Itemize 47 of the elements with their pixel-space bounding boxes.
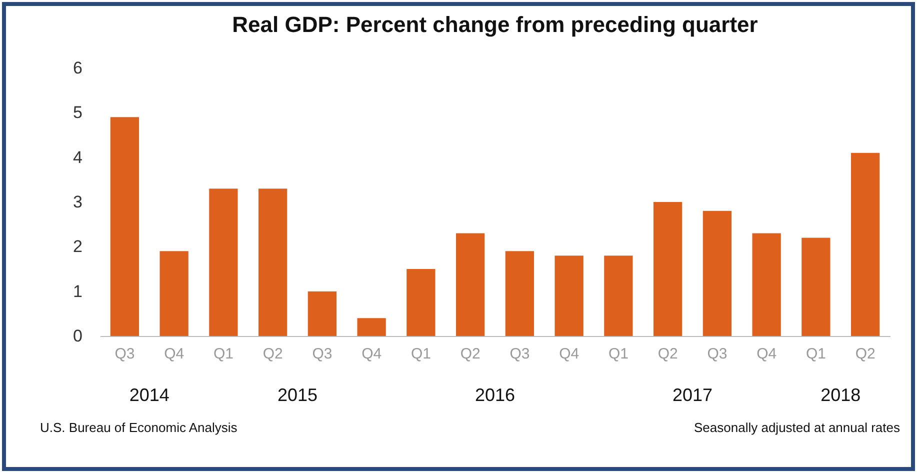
bar [258, 188, 288, 336]
bar [604, 256, 633, 336]
bar [406, 269, 436, 336]
x-tick-label: Q3 [114, 346, 135, 362]
bar [209, 188, 238, 336]
x-tick-label: Q3 [312, 346, 332, 362]
x-tick-label: Q4 [362, 346, 382, 362]
x-tick-label: Q1 [213, 346, 234, 362]
x-tick-label: Q1 [608, 346, 628, 362]
text: Seasonally adjusted at annual rates [694, 420, 900, 435]
bar [456, 233, 485, 336]
text: 2015 [277, 385, 318, 405]
y-tick-label: 3 [73, 192, 82, 212]
bar [308, 291, 337, 336]
bar [357, 318, 386, 336]
x-tick-label: Q2 [262, 346, 283, 362]
bar [110, 117, 140, 336]
x-tick-label: Q2 [460, 346, 480, 362]
x-tick-label: Q4 [164, 346, 184, 362]
text: 2016 [474, 385, 516, 405]
x-tick-label: Q4 [559, 346, 580, 362]
x-tick-label: Q1 [410, 346, 431, 362]
y-tick-label: 6 [73, 58, 82, 78]
bar [653, 202, 682, 336]
bar [850, 152, 880, 336]
x-tick-label: Q1 [806, 346, 826, 362]
x-tick-label: Q2 [658, 346, 678, 362]
x-tick-label: Q4 [756, 346, 777, 362]
bar [160, 251, 188, 336]
bar [554, 256, 584, 336]
chart-title: Real GDP: Percent change from preceding quarter [232, 12, 758, 37]
text: U.S. Bureau of Economic Analysis [40, 420, 238, 435]
bar [505, 251, 534, 336]
bar [702, 210, 732, 336]
y-tick-label: 4 [73, 148, 82, 167]
text: 2018 [820, 385, 861, 405]
y-tick-label: 0 [73, 326, 82, 346]
bar [752, 233, 781, 336]
text: 2017 [672, 385, 713, 405]
y-tick-label: 2 [73, 237, 82, 256]
y-tick-label: 5 [73, 103, 82, 122]
x-tick-label: Q3 [510, 346, 530, 362]
x-tick-label: Q2 [855, 346, 876, 362]
x-tick-label: Q3 [707, 346, 728, 362]
text: 2014 [129, 385, 170, 405]
bar [802, 238, 830, 336]
y-tick-label: 1 [73, 282, 82, 301]
